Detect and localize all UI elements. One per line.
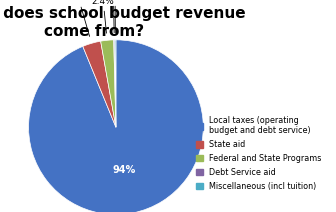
Text: Where does school budget revenue
come from?: Where does school budget revenue come fr… [0, 6, 246, 39]
Wedge shape [114, 40, 116, 127]
Text: 0.2%: 0.2% [104, 0, 127, 33]
Text: 2.4%: 2.4% [92, 0, 115, 33]
Text: 3.4%: 3.4% [67, 0, 90, 36]
Text: 0.2%: 0.2% [102, 0, 125, 33]
Legend: Local taxes (operating
budget and debt service), State aid, Federal and State Pr: Local taxes (operating budget and debt s… [196, 116, 322, 191]
Wedge shape [29, 40, 203, 212]
Text: 94%: 94% [113, 165, 136, 175]
Wedge shape [115, 40, 116, 127]
Ellipse shape [29, 121, 203, 142]
Wedge shape [83, 41, 116, 127]
Wedge shape [101, 40, 116, 127]
